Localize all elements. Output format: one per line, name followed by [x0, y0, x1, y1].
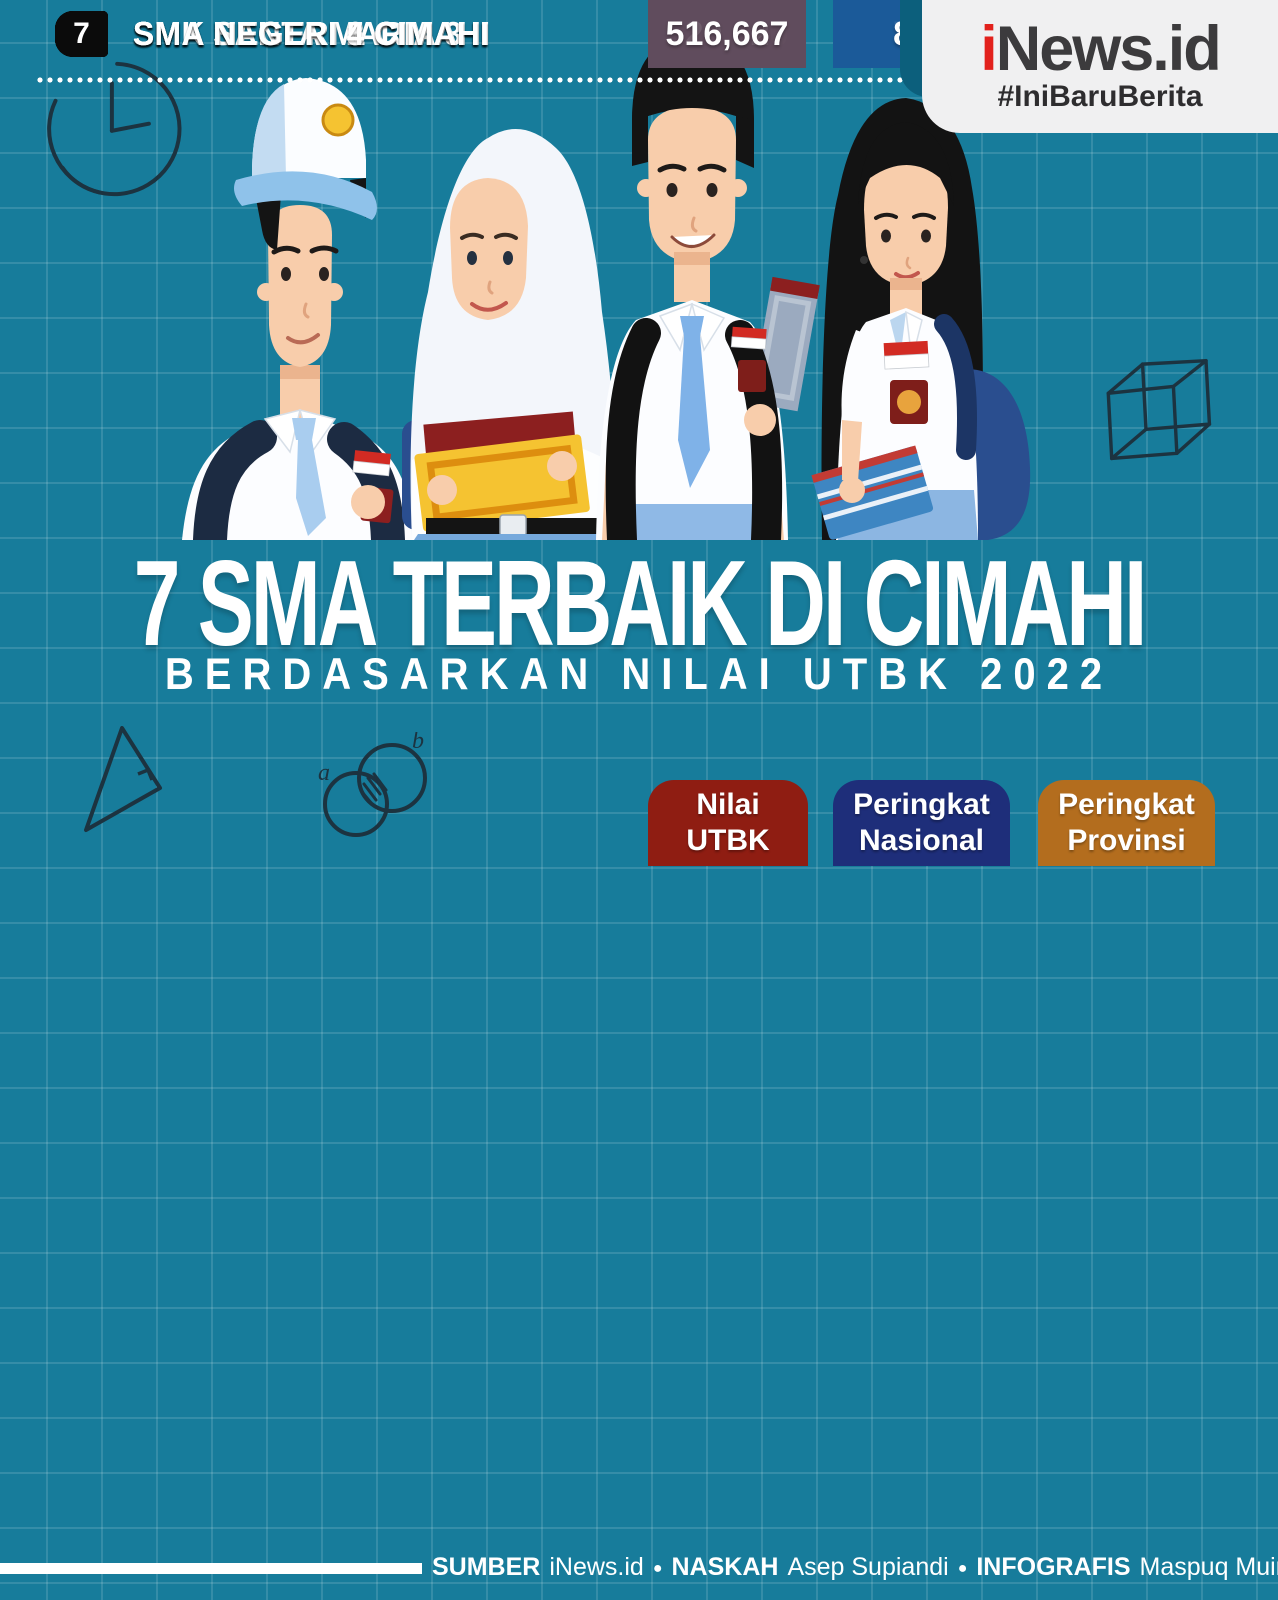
- inews-logo: iNews.id #IniBaruBerita: [922, 0, 1278, 133]
- school-name: SMA NEGERI 4 CIMAHI: [133, 15, 490, 52]
- student-girl-backpack: [811, 98, 1031, 540]
- student-boy-tie: [596, 36, 820, 540]
- column-header-nilai-utbk: Nilai UTBK: [648, 780, 808, 866]
- students-illustration: [182, 36, 1031, 540]
- footer-divider-bar: [0, 1563, 422, 1574]
- svg-text:b: b: [412, 732, 424, 754]
- bullet-icon: ●: [652, 1559, 663, 1577]
- school-name: SMA NEGERI 5 CIMAHI: [133, 15, 490, 52]
- footer-infographic-label: INFOGRAFIS: [976, 1553, 1131, 1581]
- footer-writer-label: NASKAH: [671, 1553, 779, 1581]
- footer-source: iNews.id: [549, 1553, 644, 1581]
- column-header-peringkat-nasional: Peringkat Nasional: [833, 780, 1010, 866]
- page-subtitle: BERDASARKAN NILAI UTBK 2022: [164, 649, 1114, 700]
- inews-logo-rest: News.id: [995, 13, 1222, 84]
- svg-text:a: a: [318, 760, 330, 786]
- footer-writer: Asep Supiandi: [787, 1553, 949, 1581]
- school-name: SMA SANTA MARIA 3: [133, 15, 463, 52]
- page-title: 7 SMA TERBAIK DI CIMAHI: [133, 534, 1148, 672]
- school-name: SMA NEGERI 1 CIMAHI: [133, 15, 490, 52]
- clock-doodle-icon: [47, 61, 182, 197]
- venn-doodle-icon: a b: [318, 732, 427, 837]
- school-name: SMK NEGERI 1 CIMAHI: [133, 15, 491, 52]
- school-name: SMA NEGERI 3 CIMAHI: [133, 15, 490, 52]
- column-header-peringkat-provinsi: Peringkat Provinsi: [1038, 780, 1215, 866]
- inews-tagline: #IniBaruBerita: [997, 79, 1203, 113]
- triangle-doodle-icon: [84, 726, 162, 832]
- inews-logo-text: iNews.id: [980, 17, 1222, 80]
- nilai-utbk-value: 516,667: [648, 0, 806, 68]
- footer-infographic: Maspuq Muin: [1139, 1553, 1278, 1581]
- school-name: SMA NEGERI 2 CIMAHI: [133, 15, 490, 52]
- cube-doodle-icon: [1106, 359, 1212, 461]
- student-boy-cap: [182, 78, 416, 540]
- rank-badge: 7: [55, 11, 108, 57]
- footer-source-label: SUMBER: [432, 1553, 541, 1581]
- inews-logo-i: i: [980, 13, 997, 84]
- bullet-icon: ●: [957, 1559, 968, 1577]
- student-hijab-girl: [402, 129, 617, 540]
- footer-credits: SUMBER iNews.id ● NASKAH Asep Supiandi ●…: [432, 1553, 1278, 1582]
